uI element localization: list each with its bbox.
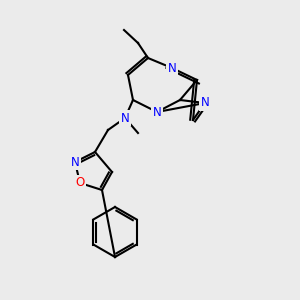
Text: N: N	[153, 106, 161, 118]
Text: N: N	[70, 155, 80, 169]
Text: N: N	[121, 112, 129, 124]
Text: N: N	[201, 97, 209, 110]
Text: N: N	[168, 61, 176, 74]
Text: O: O	[75, 176, 85, 190]
